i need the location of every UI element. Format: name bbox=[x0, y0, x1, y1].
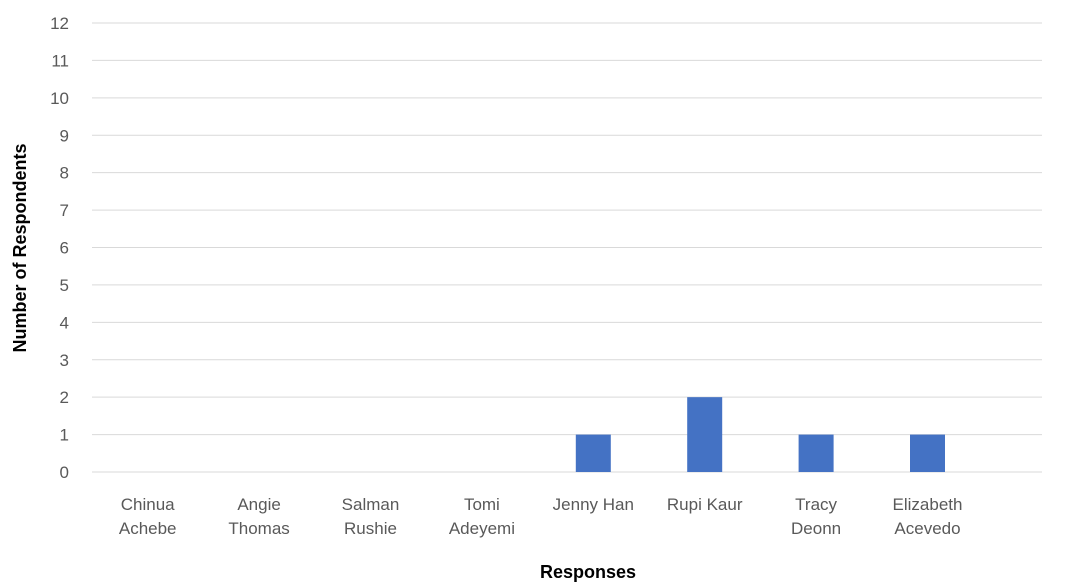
x-tick-label: Jenny Han bbox=[553, 495, 634, 514]
y-tick-label: 3 bbox=[60, 351, 69, 370]
x-tick-label: Angie Thomas bbox=[228, 495, 289, 538]
bars bbox=[575, 397, 945, 472]
bar-6 bbox=[798, 434, 834, 472]
y-tick-label: 0 bbox=[60, 463, 69, 482]
x-tick-label: Tomi Adeyemi bbox=[449, 495, 515, 538]
y-tick-label: 7 bbox=[60, 201, 69, 220]
y-axis-title: Number of Respondents bbox=[10, 143, 30, 352]
x-tick-label: Salman Rushie bbox=[342, 495, 400, 538]
y-tick-label: 4 bbox=[60, 313, 69, 332]
bar-4 bbox=[575, 434, 611, 472]
x-tick-label: Chinua Achebe bbox=[119, 495, 177, 538]
y-tick-label: 12 bbox=[50, 14, 69, 33]
x-tick-label: Elizabeth Acevedo bbox=[893, 495, 963, 538]
x-axis-ticks: Chinua Achebe Angie Thomas Salman Rushie Tomi A… bbox=[119, 495, 963, 538]
x-tick-label: Tracy Deonn bbox=[791, 495, 841, 538]
y-tick-label: 8 bbox=[60, 164, 69, 183]
y-tick-label: 6 bbox=[60, 239, 69, 258]
y-tick-label: 1 bbox=[60, 426, 69, 445]
bar-7 bbox=[910, 434, 945, 472]
y-tick-label: 9 bbox=[60, 126, 69, 145]
y-tick-label: 11 bbox=[51, 51, 69, 70]
bar-5 bbox=[687, 397, 723, 472]
y-tick-label: 10 bbox=[50, 89, 69, 108]
x-axis-title: Responses bbox=[540, 562, 636, 582]
gridlines bbox=[92, 22, 1042, 473]
y-tick-label: 5 bbox=[60, 276, 69, 295]
y-tick-label: 2 bbox=[60, 388, 69, 407]
x-tick-label: Rupi Kaur bbox=[667, 495, 743, 514]
